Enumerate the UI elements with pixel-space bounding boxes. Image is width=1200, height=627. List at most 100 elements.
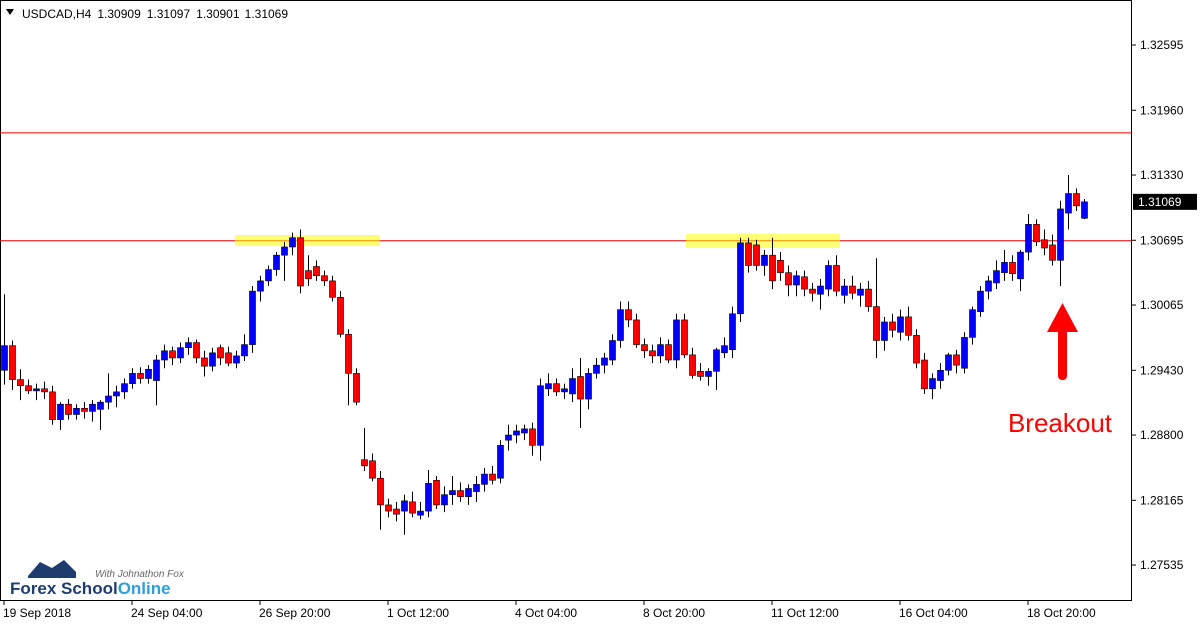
candle-body	[465, 488, 472, 498]
candle-body	[305, 270, 312, 280]
candle-body	[97, 401, 104, 410]
candle-body	[913, 335, 920, 364]
candle-body	[489, 473, 496, 481]
candle-body	[1017, 251, 1024, 280]
candle-body	[41, 388, 48, 393]
candle-body	[497, 445, 504, 479]
x-tick-label: 24 Sep 04:00	[131, 606, 203, 620]
candle-body	[369, 460, 376, 479]
x-tick-label: 8 Oct 20:00	[643, 606, 705, 620]
logo-name: Forex SchoolOnline	[10, 579, 171, 598]
candle-body	[785, 272, 792, 286]
candle-body	[921, 359, 928, 390]
candle-body	[137, 373, 144, 379]
candle-body	[337, 297, 344, 335]
candle-body	[1049, 244, 1056, 261]
arrow-shaft	[1058, 328, 1067, 380]
candle-body	[185, 342, 192, 348]
candle-body	[1073, 193, 1080, 207]
candle-body	[753, 244, 760, 266]
candle-body	[225, 352, 232, 364]
chart-header: USDCAD,H4 1.30909 1.31097 1.30901 1.31069	[22, 7, 288, 21]
candle-body	[633, 319, 640, 345]
y-tick-label: 1.31960	[1140, 103, 1184, 117]
y-tick-label: 1.28165	[1140, 493, 1184, 507]
candle-body	[65, 403, 72, 415]
highlight-zone	[686, 234, 840, 248]
candle-body	[737, 242, 744, 315]
candle-body	[1009, 262, 1016, 274]
candle-body	[145, 368, 152, 379]
candle-body	[1057, 208, 1064, 261]
candle-body	[177, 347, 184, 359]
candle-body	[329, 280, 336, 298]
candle-body	[729, 313, 736, 351]
candle-body	[961, 337, 968, 369]
price-tag	[1133, 193, 1197, 210]
candle-body	[161, 350, 168, 361]
candle-body	[521, 428, 528, 434]
candle-body	[57, 403, 64, 420]
candle-body	[761, 254, 768, 266]
candle-body	[1041, 239, 1048, 249]
candle-body	[209, 352, 216, 367]
close-value: 1.31069	[245, 7, 289, 21]
candle-body	[249, 290, 256, 345]
candle-body	[417, 510, 424, 516]
candle-body	[977, 290, 984, 313]
x-tick-label: 26 Sep 20:00	[259, 606, 331, 620]
candle-body	[1001, 262, 1008, 273]
candle-body	[545, 383, 552, 390]
candle-body	[617, 309, 624, 341]
candle-body	[857, 288, 864, 296]
candle-body	[873, 306, 880, 341]
candle-body	[89, 403, 96, 412]
open-value: 1.30909	[97, 7, 141, 21]
candle-body	[721, 345, 728, 354]
candle-body	[593, 364, 600, 374]
header-icon	[6, 9, 14, 15]
candle-body	[401, 500, 408, 512]
candle-body	[281, 246, 288, 256]
candle-body	[529, 428, 536, 446]
candle-body	[561, 388, 568, 393]
candle-body	[809, 288, 816, 294]
y-tick-label: 1.30065	[1140, 298, 1184, 312]
candle-body	[833, 265, 840, 292]
logo-name-accent: Online	[118, 579, 171, 598]
candle-body	[345, 334, 352, 374]
candle-body	[121, 383, 128, 393]
candle-body	[81, 408, 88, 412]
candle-body	[393, 508, 400, 515]
candle-body	[217, 347, 224, 359]
candle-body	[73, 408, 80, 415]
y-tick-label: 1.30695	[1140, 233, 1184, 247]
candle-body	[937, 369, 944, 381]
candle-body	[153, 359, 160, 381]
candle-body	[361, 459, 368, 467]
candle-body	[601, 357, 608, 366]
candle-body	[713, 349, 720, 372]
candle-body	[1, 345, 8, 371]
logo: With Johnathon Fox Forex SchoolOnline	[10, 560, 185, 598]
candle-body	[745, 242, 752, 266]
candle-body	[449, 490, 456, 495]
candle-body	[25, 385, 32, 392]
candle-body	[353, 373, 360, 403]
candle-body	[321, 275, 328, 282]
y-tick-label: 1.32595	[1140, 38, 1184, 52]
candle-body	[505, 434, 512, 441]
candle-body	[769, 254, 776, 282]
candle-body	[649, 350, 656, 357]
candle-body	[9, 345, 16, 380]
candle-body	[201, 357, 208, 367]
candle-body	[985, 280, 992, 292]
candle-body	[777, 260, 784, 273]
candle-body	[969, 309, 976, 338]
candle-body	[801, 276, 808, 290]
candle-body	[441, 494, 448, 506]
candle-body	[33, 388, 40, 392]
candle-body	[377, 477, 384, 506]
candle-body	[385, 504, 392, 512]
